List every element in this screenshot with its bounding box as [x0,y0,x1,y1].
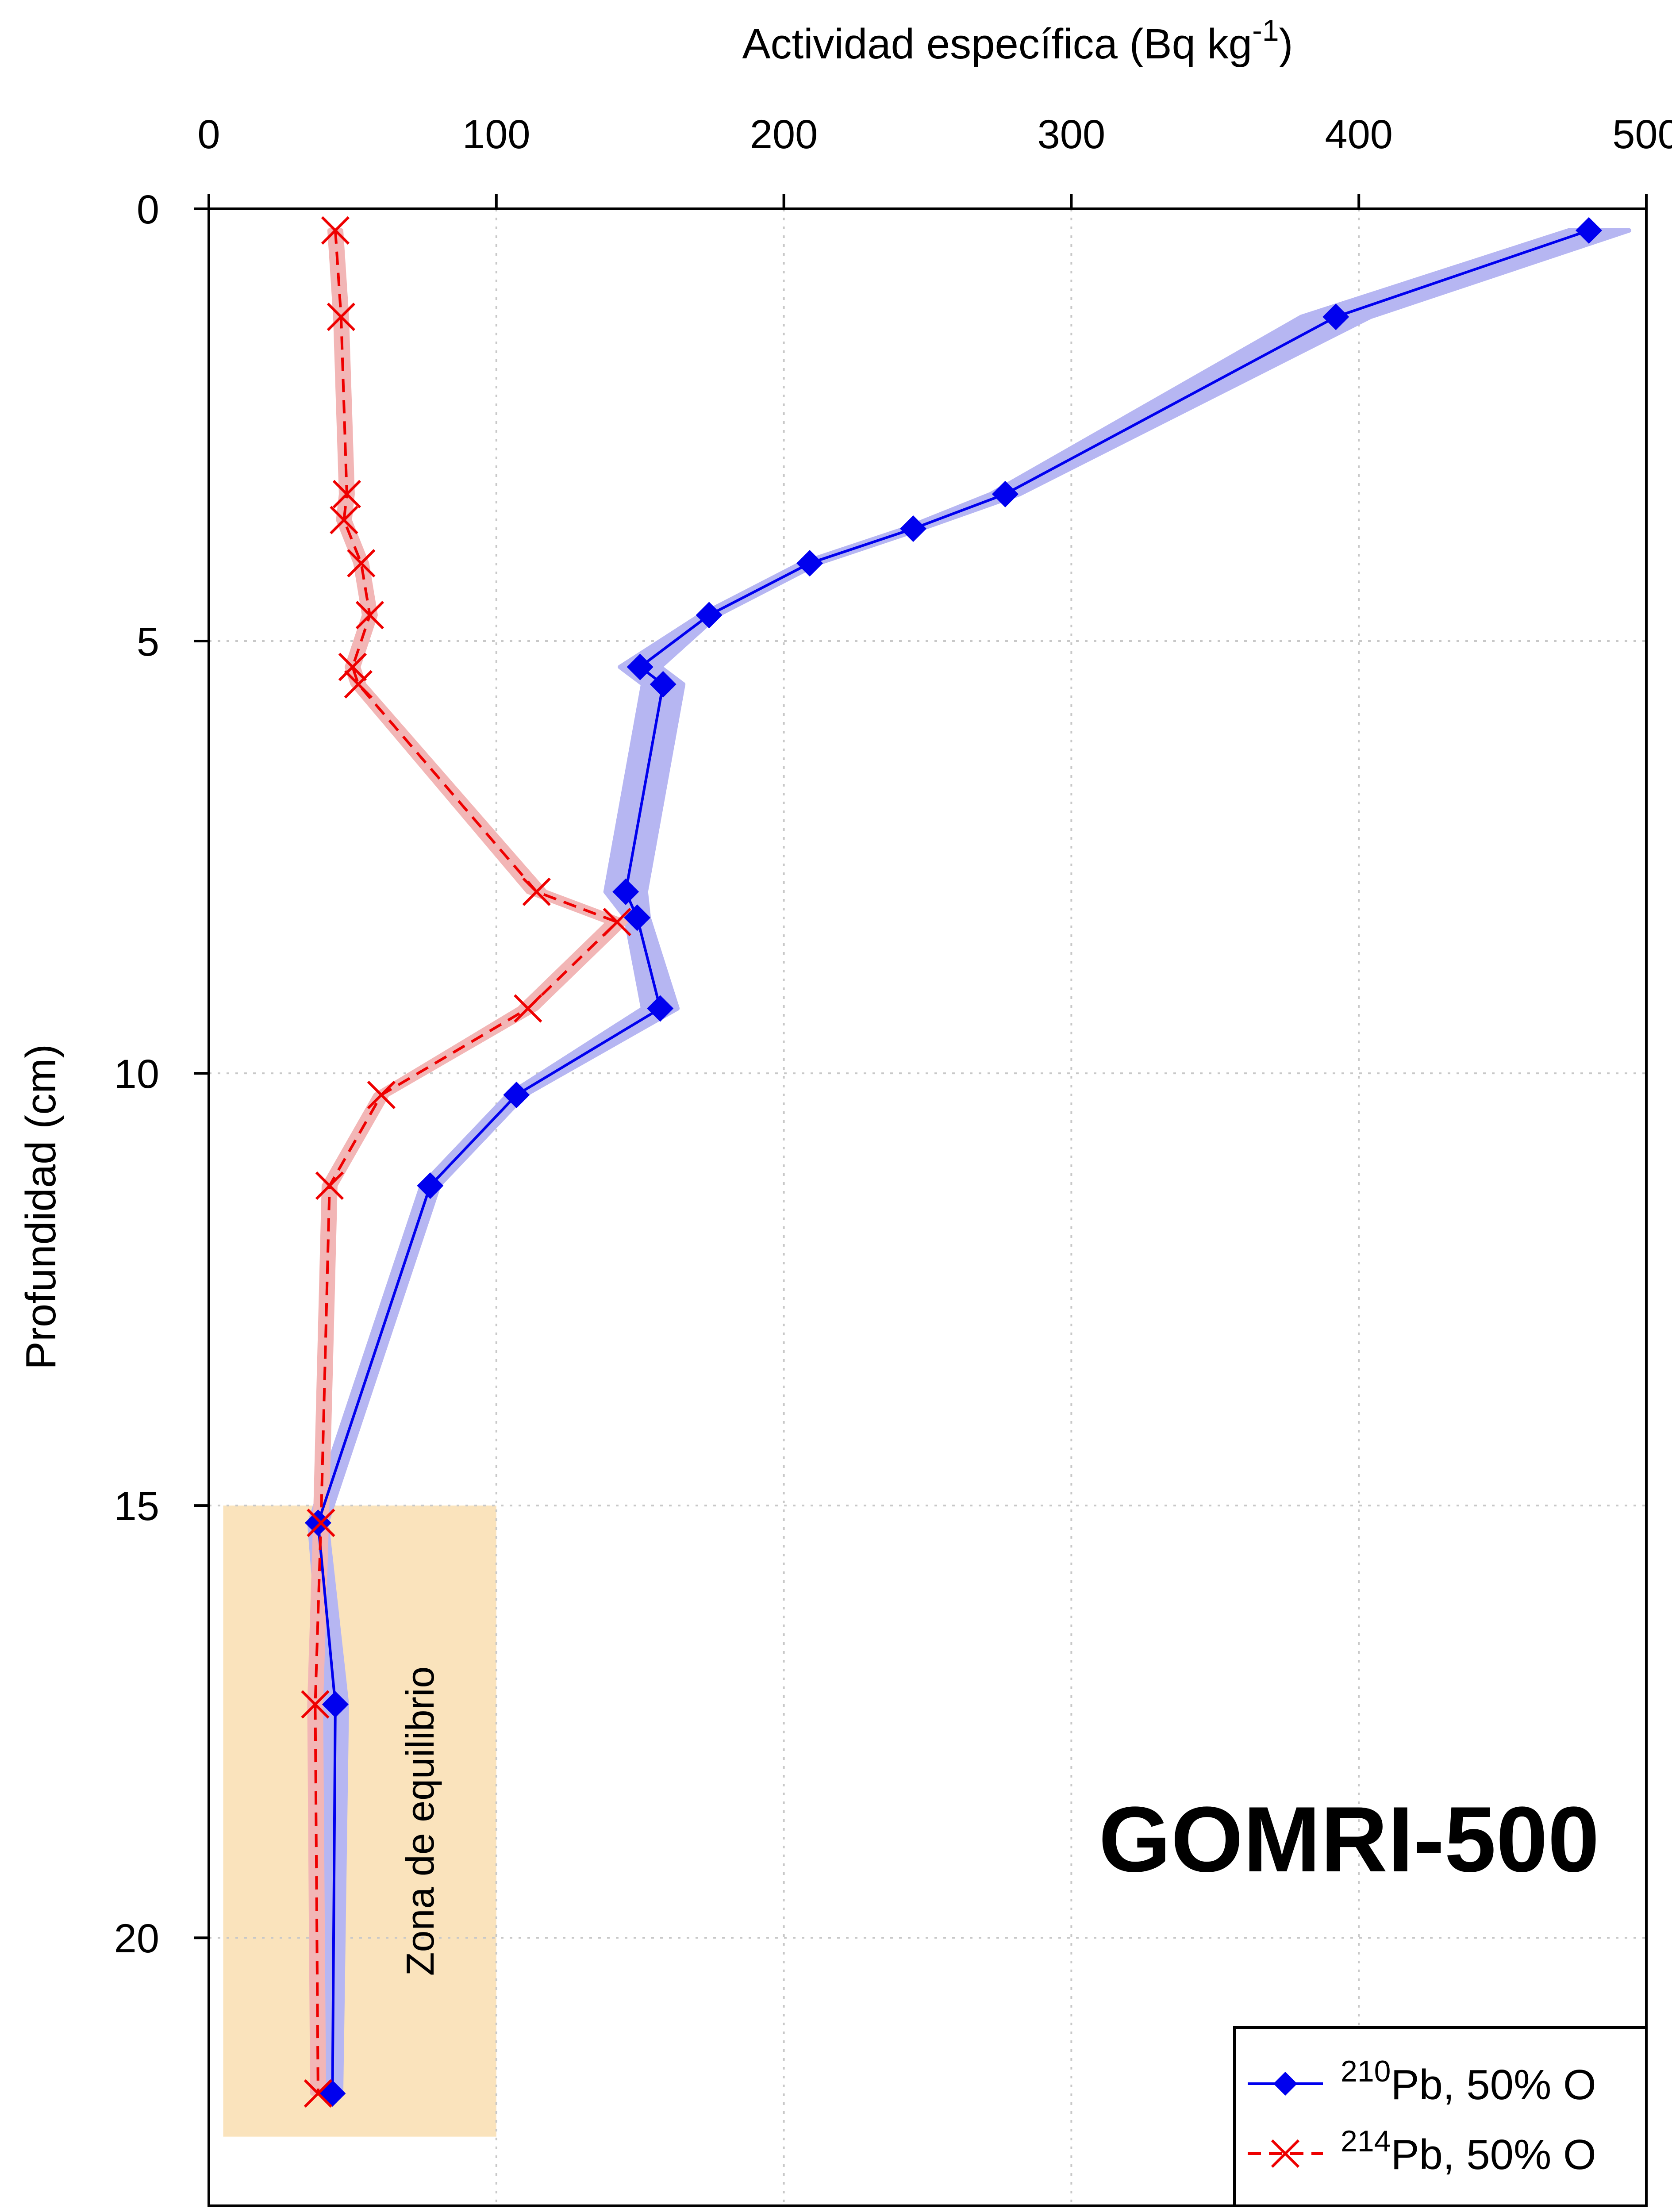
marker-pb210-13 [304,1509,331,1536]
grid-layer [209,209,1646,2206]
legend-marker-pb210 [1273,2072,1297,2096]
y-tick-label-4: 20 [114,1916,159,1961]
marker-pb214-3 [330,506,358,534]
series-lines-layer [314,229,1590,2093]
marker-pb214-1 [327,303,356,331]
marker-pb210-4 [796,550,823,577]
marker-pb214-2 [332,480,361,508]
chart-title: GOMRI-500 [1099,1787,1599,1891]
x-axis-title: Actividad específica (Bq kg-1) [742,14,1293,68]
equilibrium-zone-layer [223,1505,496,2137]
y-tick-label-1: 5 [137,619,159,664]
legend-box [1233,2026,1648,2207]
series-line-pb210 [316,229,1590,2093]
legend-label-pb210-text: Pb, 50% O [1391,2061,1596,2108]
marker-pb210-9 [624,904,651,931]
markers-layer [301,216,1603,2108]
uncertainty-band-pb214 [307,228,628,2096]
marker-pb210-3 [900,515,927,542]
marker-pb210-14 [322,1691,349,1718]
x-tick-label-5: 500 [1612,112,1672,157]
legend-label-pb214: 214Pb, 50% O [1341,2124,1596,2178]
y-tick-label-0: 0 [137,187,159,232]
marker-pb214-5 [355,601,384,630]
axes-layer: 0 100 200 300 400 500 0 5 10 15 20 [114,112,1672,1961]
marker-pb214-9 [603,908,631,937]
marker-pb214-6 [338,653,367,681]
legend-label-pb210-superscript: 210 [1341,2055,1391,2088]
marker-pb214-12 [315,1171,344,1200]
x-tick-label-1: 100 [462,112,530,157]
marker-pb214-13 [307,1509,335,1537]
x-tick-label-0: 0 [197,112,220,157]
legend-label-pb214-superscript: 214 [1341,2124,1391,2158]
legend-label-pb210: 210Pb, 50% O [1341,2055,1596,2108]
x-axis-title-superscript: -1 [1252,14,1279,47]
marker-pb214-7 [344,670,373,699]
series-line-pb214 [314,230,619,2093]
y-tick-label-3: 15 [114,1484,159,1529]
legend-marker-pb214 [1271,2139,1300,2168]
marker-pb210-7 [650,671,676,698]
marker-pb214-14 [301,1690,330,1719]
marker-pb210-2 [992,480,1019,507]
marker-pb210-8 [612,878,639,905]
marker-pb214-10 [514,994,542,1023]
x-tick-label-2: 200 [750,112,818,157]
marker-pb210-11 [503,1081,530,1108]
marker-pb210-10 [647,995,674,1022]
equilibrium-zone-label: Zona de equilibrio [398,1667,442,1976]
y-tick-label-2: 10 [114,1052,159,1097]
x-axis-title-end: ) [1279,20,1293,68]
equilibrium-zone-rect [223,1505,496,2137]
legend-label-pb214-text: Pb, 50% O [1391,2131,1596,2178]
x-axis-title-main: Actividad específica (Bq kg [742,20,1253,68]
marker-pb214-11 [367,1080,396,1110]
marker-pb214-4 [347,549,376,578]
marker-pb214-15 [304,2079,333,2108]
marker-pb210-12 [417,1172,444,1199]
marker-pb210-0 [1576,217,1603,244]
legend: 210Pb, 50% O 214Pb, 50% O [1233,2026,1648,2207]
marker-pb210-6 [627,653,653,680]
x-tick-label-3: 300 [1038,112,1106,157]
marker-pb210-1 [1322,303,1349,330]
marker-pb210-5 [696,602,723,629]
marker-pb214-0 [321,216,350,245]
x-tick-label-4: 400 [1325,112,1393,157]
marker-pb214-8 [522,877,551,906]
plot-frame [208,207,1648,2207]
y-axis-title: Profundidad (cm) [17,1044,65,1370]
